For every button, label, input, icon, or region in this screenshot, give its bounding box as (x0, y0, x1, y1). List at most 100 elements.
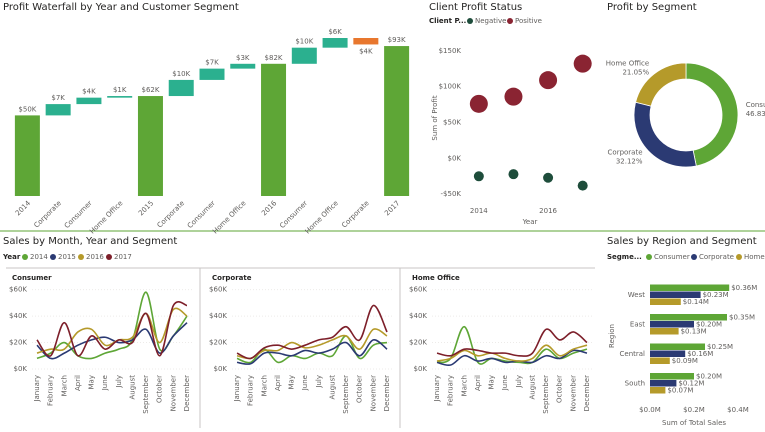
x-tick-label: January (433, 375, 441, 403)
x-axis-title: Year (522, 218, 538, 226)
x-tick-label: January (33, 375, 41, 403)
bar (650, 380, 677, 387)
panel-title: Corporate (212, 274, 252, 282)
donut-slice (635, 62, 687, 107)
data-label: $0.20M (696, 321, 722, 329)
y-tick-label: $60K (209, 286, 227, 294)
y-tick-label: Central (620, 350, 646, 358)
sales-line (436, 344, 588, 362)
x-tick-label: February (447, 375, 455, 406)
bar (650, 343, 705, 350)
waterfall-bar (14, 115, 40, 196)
sales-line (436, 349, 588, 367)
data-label: $82K (265, 54, 283, 62)
x-tick-label: August (528, 375, 536, 400)
x-tick-label: November (169, 375, 177, 412)
bar (650, 284, 730, 291)
chart-title: Sales by Month, Year and Segment (3, 236, 177, 247)
scatter-point (543, 172, 554, 183)
y-tick-label: $20K (209, 339, 227, 347)
x-tick-label: October (156, 375, 164, 403)
x-tick-label: July (515, 375, 523, 389)
x-tick-label: Corporate (33, 199, 63, 229)
x-tick-label: August (128, 375, 136, 400)
waterfall-bar (168, 79, 194, 97)
x-tick-label: Consumer (63, 199, 94, 230)
scatter-point (508, 169, 519, 180)
x-tick-label: Corporate (156, 199, 186, 229)
panel-title: Consumer (12, 274, 52, 282)
y-tick-label: $0K (414, 365, 428, 373)
data-label: $10K (295, 38, 313, 46)
slice-label: Corporate (608, 148, 643, 156)
x-tick-label: Corporate (340, 199, 370, 229)
x-tick-label: March (260, 375, 268, 396)
legend-marker (22, 254, 28, 260)
y-tick-label: $60K (409, 286, 427, 294)
x-tick-label: 2016 (260, 199, 279, 218)
data-label: $1K (113, 86, 127, 94)
x-tick-label: February (247, 375, 255, 406)
x-tick-label: 2014 (470, 207, 488, 215)
x-tick-label: Consumer (278, 199, 309, 230)
y-tick-label: $100K (439, 83, 462, 91)
waterfall-bar (137, 96, 163, 196)
y-tick-label: $40K (9, 312, 27, 320)
legend-title: Segme... (607, 253, 642, 261)
x-tick-label: November (569, 375, 577, 412)
data-label: $6K (328, 28, 342, 36)
legend-title: Year (2, 253, 21, 261)
sales-line (36, 301, 188, 357)
x-tick-label: September (142, 375, 150, 414)
data-label: $7K (205, 59, 219, 67)
scatter-point (573, 54, 592, 73)
slice-value: 46.83% (746, 110, 765, 118)
x-tick-label: January (233, 375, 241, 403)
data-label: $50K (18, 105, 36, 113)
sales-line (436, 328, 588, 357)
y-tick-label: -$50K (441, 190, 462, 198)
legend-label: Positive (515, 17, 542, 25)
y-tick-label: $0K (214, 365, 228, 373)
x-tick-label: July (315, 375, 323, 389)
y-tick-label: $0K (448, 154, 462, 162)
waterfall-bar (353, 38, 379, 45)
y-tick-label: $150K (439, 47, 462, 55)
waterfall-bar (261, 63, 287, 197)
legend-marker (736, 254, 742, 260)
data-label: $0.14M (683, 298, 709, 306)
bar (650, 291, 701, 298)
data-label: $0.35M (729, 314, 755, 322)
legend-label: 2016 (86, 253, 104, 261)
scatter-point (469, 94, 488, 113)
x-tick-label: $0.4M (727, 406, 749, 414)
x-tick-label: February (47, 375, 55, 406)
data-label: $0.36M (731, 284, 757, 292)
legend-marker (646, 254, 652, 260)
sales-line (236, 339, 388, 365)
x-tick-label: $0.2M (683, 406, 705, 414)
y-tick-label: $50K (443, 119, 461, 127)
bar (650, 298, 681, 305)
x-tick-label: $0.0M (639, 406, 661, 414)
data-label: $0.16M (687, 350, 713, 358)
data-label: $0.13M (681, 328, 707, 336)
x-tick-label: April (274, 375, 282, 391)
x-tick-label: October (356, 375, 364, 403)
x-tick-label: 2017 (383, 199, 401, 217)
y-axis-title: Sum of Profit (431, 95, 439, 140)
bar (650, 328, 679, 335)
x-tick-label: May (88, 375, 96, 389)
x-tick-label: November (369, 375, 377, 412)
x-tick-label: 2014 (14, 199, 33, 218)
x-tick-label: September (542, 375, 550, 414)
x-tick-label: August (328, 375, 336, 400)
x-tick-label: March (460, 375, 468, 396)
waterfall-bar (384, 46, 410, 197)
x-tick-label: June (101, 375, 109, 391)
y-tick-label: South (625, 380, 645, 388)
waterfall-bar (45, 104, 71, 116)
chart-title: Client Profit Status (429, 2, 522, 13)
y-tick-label: East (630, 321, 645, 329)
chart-title: Profit Waterfall by Year and Customer Se… (3, 2, 239, 13)
